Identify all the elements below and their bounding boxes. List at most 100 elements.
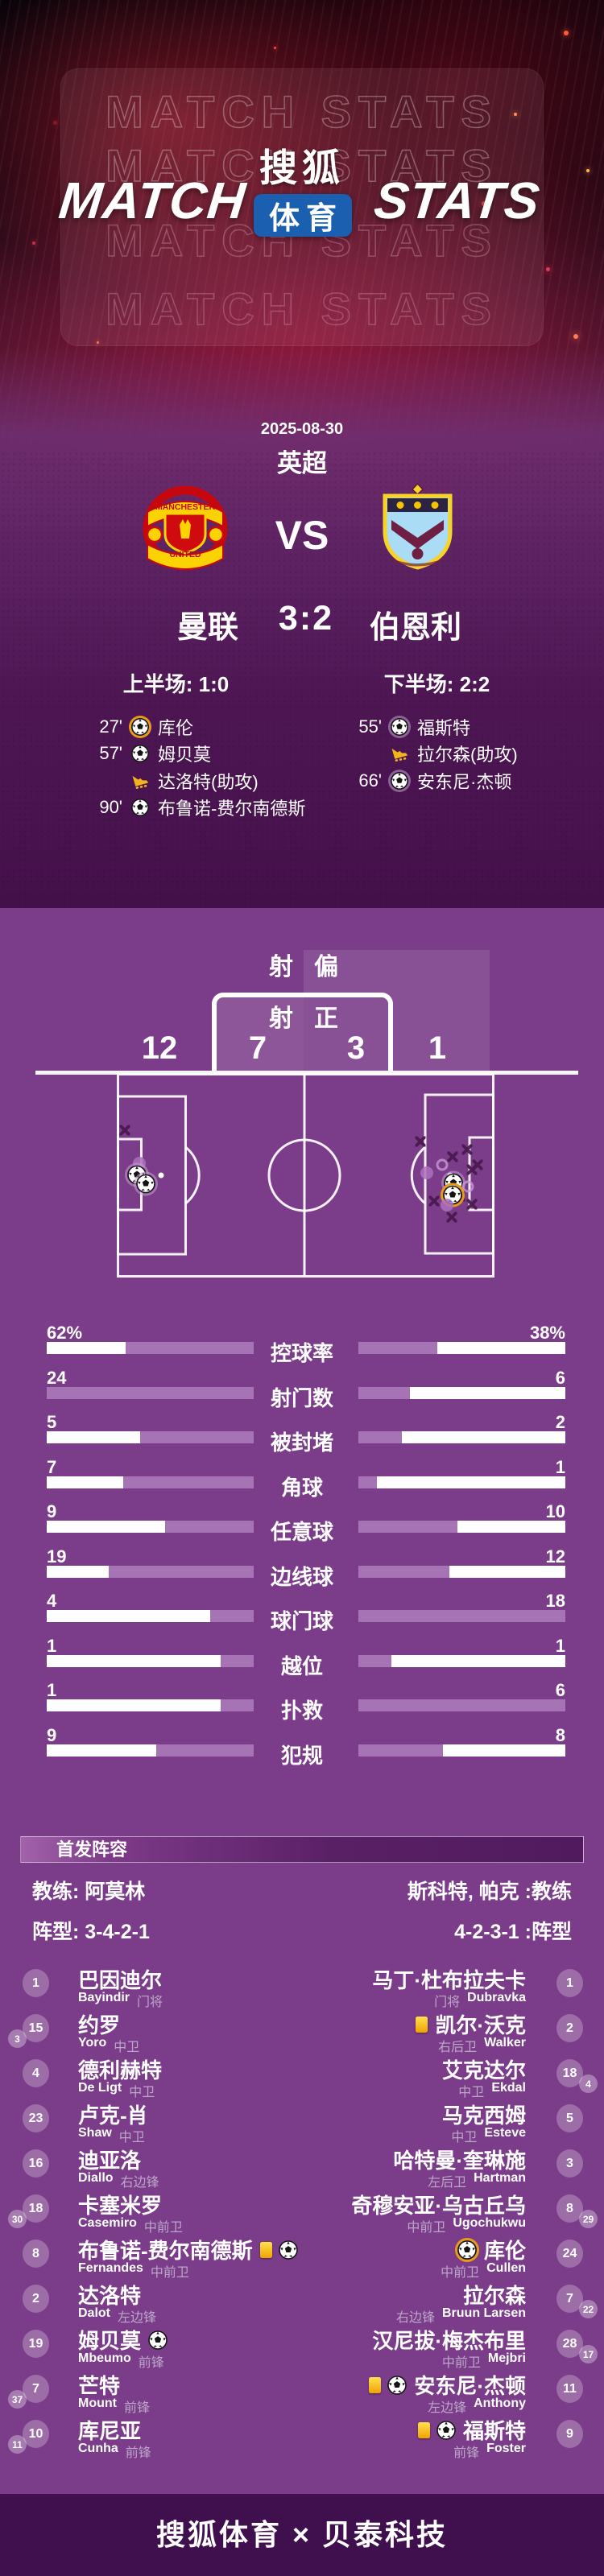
- player-name-en: Esteve: [484, 2126, 526, 2140]
- home-player-row: 23 卢克-肖 Shaw 中卫: [0, 2096, 302, 2145]
- event-icon-slot: [130, 771, 151, 791]
- away-stat-bar: [358, 1744, 565, 1757]
- home-stat-bar: [47, 1699, 254, 1711]
- goal-event-row: 66' 安东尼·杰顿: [354, 767, 518, 795]
- sub-shirt-number-badge: 3: [8, 2029, 27, 2048]
- stat-label: 球门球: [270, 1609, 333, 1633]
- sparkle-dot: [573, 334, 578, 339]
- first-half-score: 上半场: 1:0: [122, 672, 230, 696]
- shirt-number-badge: 4: [23, 2059, 49, 2087]
- event-icon-slot: [130, 718, 151, 736]
- player-name-cn: 库伦: [483, 2239, 526, 2263]
- shirt-number-badge: 18: [556, 2059, 583, 2087]
- away-player-row: 22 7 拉尔森 右边锋 Bruun Larsen: [302, 2277, 604, 2325]
- stat-label: 扑救: [280, 1699, 323, 1723]
- shot-marker: [446, 1212, 457, 1223]
- shot-marker: [461, 1180, 474, 1193]
- shot-marker: [466, 1164, 478, 1175]
- event-player-name: 布鲁诺-费尔南德斯: [158, 799, 306, 819]
- event-player-name: 拉尔森(助攻): [417, 745, 518, 766]
- home-stat-bar: [47, 1342, 254, 1354]
- shots-off-target-zone: [304, 950, 490, 1071]
- goal-event-row: 90' 布鲁诺-费尔南德斯: [95, 795, 305, 822]
- sub-shirt-number-badge: 29: [579, 2210, 598, 2228]
- away-stat-bar: [358, 1565, 565, 1578]
- shot-marker: [428, 1195, 440, 1207]
- home-stat-bar: [47, 1565, 254, 1578]
- player-name-en: Dubravka: [467, 1991, 526, 2004]
- shot-marker: [436, 1158, 449, 1171]
- away-stat-bar: [358, 1521, 565, 1533]
- player-name-cn: 马克西姆: [441, 2103, 526, 2128]
- assist-boot-icon: [388, 742, 411, 765]
- goal-icon: [131, 799, 149, 816]
- player-name-en: Walker: [484, 2036, 526, 2050]
- away-player-row: 29 8 奇穆安亚·乌古丘乌 中前卫 Ugochukwu: [302, 2186, 604, 2235]
- player-name-en: Anthony: [474, 2396, 526, 2410]
- home-formation: 阵型: 3-4-2-1: [32, 1921, 150, 1943]
- shot-marker: [441, 1199, 453, 1212]
- player-name-cn: 德利赫特: [78, 2058, 163, 2083]
- away-player-row: 24 库伦 中前卫 Cullen: [302, 2231, 604, 2280]
- stat-row: 9 10 任意球: [0, 1501, 604, 1546]
- shot-marker: [447, 1151, 458, 1162]
- home-stat-value: 9: [47, 1501, 57, 1521]
- shirt-number-badge: 8: [23, 2240, 49, 2268]
- event-minute: 90': [99, 797, 122, 818]
- home-stat-value: 7: [47, 1456, 57, 1477]
- svg-text:UNITED: UNITED: [169, 550, 201, 559]
- player-name-cn: 马丁·杜布拉夫卡: [372, 1968, 526, 1992]
- player-name-cn: 哈特曼·奎琳施: [393, 2149, 526, 2173]
- away-stat-value: 18: [545, 1591, 565, 1611]
- shirt-number-badge: 23: [23, 2104, 49, 2132]
- goal-event-row: 拉尔森(助攻): [354, 741, 518, 768]
- shirt-number-badge: 2: [556, 2014, 583, 2042]
- home-stat-value: 1: [47, 1635, 57, 1656]
- event-icon-slot: [389, 744, 410, 763]
- away-stat-bar: [358, 1431, 565, 1443]
- player-name-en: Mejbri: [487, 2351, 526, 2365]
- event-minute: 66': [358, 770, 382, 791]
- goal-icon: [279, 2240, 298, 2260]
- event-player-name: 姆贝莫: [158, 745, 212, 766]
- yellow-card-icon: [417, 2421, 430, 2438]
- stat-row: 1 6 扑救: [0, 1680, 604, 1725]
- shirt-number-badge: 7: [556, 2285, 583, 2313]
- own-goal-icon: [457, 2240, 477, 2260]
- player-name-en: Bayindir: [78, 1991, 130, 2004]
- shirt-number-badge: 3: [556, 2149, 583, 2178]
- home-stat-value: 9: [47, 1724, 57, 1745]
- player-name-en: Mbeumo: [78, 2351, 131, 2365]
- goal-icon: [131, 745, 149, 762]
- home-stat-value: 5: [47, 1412, 57, 1432]
- match-stats-table: 62% 38% 控球率 24 6 射门数 5 2 被封堵 7 1 角球 9 10…: [0, 1323, 604, 1769]
- home-stat-bar: [47, 1744, 254, 1757]
- event-minute: 57': [99, 743, 122, 764]
- event-minute: 55': [358, 716, 382, 737]
- goal-line: [35, 1071, 578, 1075]
- player-position: 左后卫: [428, 2176, 467, 2190]
- shot-marker: [136, 1174, 155, 1198]
- event-icon-slot: [130, 799, 151, 816]
- burnley-crest: [383, 483, 453, 570]
- watermark-text: MATCH STATS: [105, 139, 499, 192]
- player-name-en: Yoro: [78, 2036, 107, 2050]
- shirt-number-badge: 28: [556, 2330, 583, 2358]
- away-stat-value: 6: [555, 1680, 565, 1700]
- goal-event-row: 27' 库伦: [95, 713, 305, 741]
- shirt-number-badge: 16: [23, 2149, 49, 2178]
- home-player-row: 11 10 库尼亚 Cunha 前锋: [0, 2412, 302, 2460]
- stat-row: 62% 38% 控球率: [0, 1323, 604, 1368]
- player-position: 右后卫: [438, 2041, 478, 2054]
- goal-icon: [391, 772, 408, 790]
- vs-label: VS: [275, 513, 329, 558]
- away-stat-value: 1: [555, 1635, 565, 1656]
- home-coach: 教练: 阿莫林: [32, 1880, 146, 1903]
- away-stat-value: 1: [555, 1456, 565, 1477]
- sohu-sports-badge: 体育: [254, 194, 352, 237]
- player-position: 中前卫: [143, 2221, 183, 2235]
- sparkle-dot: [546, 267, 550, 271]
- player-position: 左边锋: [428, 2401, 467, 2415]
- home-player-row: 19 姆贝莫 Mbeumo 前锋: [0, 2322, 302, 2370]
- sparkle-dot: [514, 113, 517, 116]
